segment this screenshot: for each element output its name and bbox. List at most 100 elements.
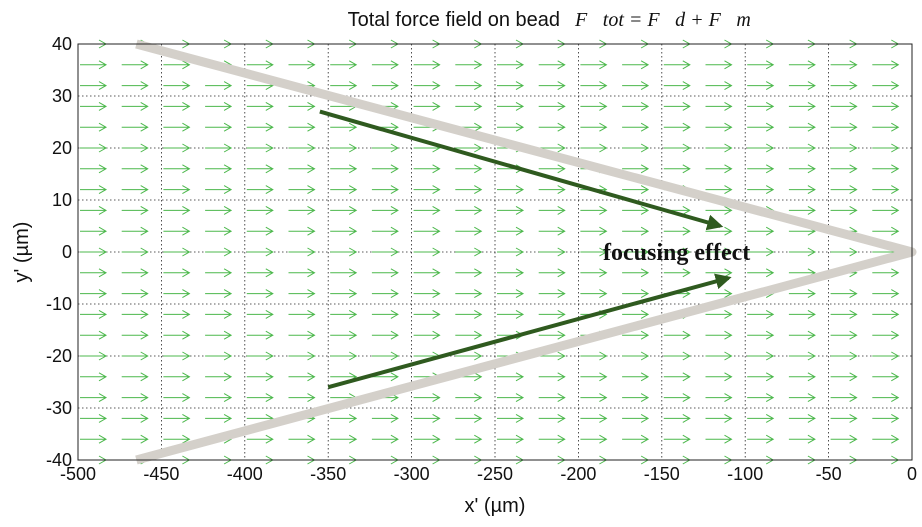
force-arrow [413, 60, 441, 70]
force-arrow [830, 205, 858, 215]
force-arrow [663, 60, 691, 70]
force-arrow [205, 330, 233, 340]
force-arrow [121, 393, 149, 403]
force-arrow [580, 393, 608, 403]
force-arrow [371, 143, 399, 153]
force-arrow [455, 393, 483, 403]
force-arrow [288, 122, 316, 132]
force-arrow [580, 268, 608, 278]
force-arrow [705, 372, 733, 382]
force-arrow [455, 60, 483, 70]
force-arrow [246, 434, 274, 444]
force-arrow [371, 330, 399, 340]
y-tick-label: -30 [46, 398, 72, 418]
force-arrow [205, 101, 233, 111]
force-arrow [371, 372, 399, 382]
force-arrow [455, 81, 483, 91]
force-arrow [788, 330, 816, 340]
force-arrow [330, 413, 358, 423]
force-arrow [830, 101, 858, 111]
force-arrow [330, 226, 358, 236]
force-arrow [705, 122, 733, 132]
force-arrow [705, 413, 733, 423]
force-arrow [288, 330, 316, 340]
force-arrow [830, 289, 858, 299]
force-arrow [80, 205, 108, 215]
force-arrow [455, 289, 483, 299]
force-arrow [330, 60, 358, 70]
force-arrow [121, 289, 149, 299]
force-arrow [163, 185, 191, 195]
force-arrow [205, 226, 233, 236]
force-arrow [622, 393, 650, 403]
force-arrow [205, 372, 233, 382]
force-arrow [205, 393, 233, 403]
force-arrow [872, 226, 900, 236]
force-arrow [288, 185, 316, 195]
force-arrow [121, 122, 149, 132]
force-arrow [80, 268, 108, 278]
force-arrow [622, 330, 650, 340]
force-arrow [163, 122, 191, 132]
force-arrow [455, 434, 483, 444]
force-arrow [580, 434, 608, 444]
force-arrow [788, 413, 816, 423]
force-arrow [538, 413, 566, 423]
force-arrow [747, 143, 775, 153]
focus-arrow [319, 109, 724, 231]
force-arrow [288, 351, 316, 361]
force-arrow [538, 393, 566, 403]
force-arrow [121, 101, 149, 111]
force-arrow [497, 413, 525, 423]
force-arrow [622, 101, 650, 111]
force-arrow [747, 81, 775, 91]
force-arrow [330, 434, 358, 444]
force-arrow [205, 351, 233, 361]
force-arrow [497, 309, 525, 319]
force-arrow [413, 226, 441, 236]
force-arrow [205, 185, 233, 195]
force-arrow [538, 101, 566, 111]
force-arrow [246, 330, 274, 340]
force-arrow [163, 351, 191, 361]
force-arrow [872, 434, 900, 444]
force-arrow [872, 330, 900, 340]
force-arrow [288, 164, 316, 174]
force-arrow [371, 268, 399, 278]
force-arrow [788, 309, 816, 319]
force-arrow [455, 101, 483, 111]
force-arrow [121, 185, 149, 195]
force-arrow [330, 247, 358, 257]
force-arrow [663, 413, 691, 423]
force-arrow [163, 101, 191, 111]
force-arrow [330, 268, 358, 278]
force-arrow [413, 393, 441, 403]
force-arrow [538, 122, 566, 132]
force-arrow [163, 434, 191, 444]
force-arrow [330, 81, 358, 91]
x-tick-label: -100 [727, 464, 763, 484]
force-arrow [163, 143, 191, 153]
force-arrow [788, 122, 816, 132]
force-arrow [497, 226, 525, 236]
force-arrow [455, 351, 483, 361]
force-arrow [121, 205, 149, 215]
force-arrow [121, 330, 149, 340]
force-arrow [788, 205, 816, 215]
force-arrow [830, 143, 858, 153]
force-arrow [663, 101, 691, 111]
force-arrow [622, 434, 650, 444]
force-arrow [288, 268, 316, 278]
force-arrow [497, 268, 525, 278]
force-arrow [580, 60, 608, 70]
force-arrow [413, 309, 441, 319]
force-arrow [163, 60, 191, 70]
force-arrow [288, 143, 316, 153]
force-arrow [497, 434, 525, 444]
force-arrow [663, 143, 691, 153]
force-arrow [80, 330, 108, 340]
force-arrow [538, 81, 566, 91]
force-arrow [330, 309, 358, 319]
force-arrow [705, 268, 733, 278]
